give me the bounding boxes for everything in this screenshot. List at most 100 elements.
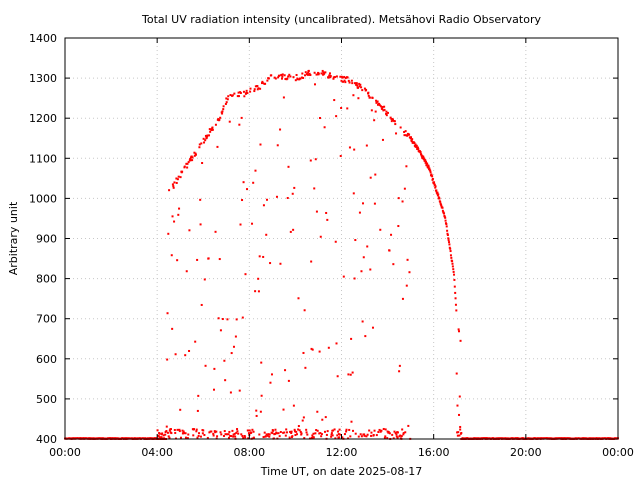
data-point <box>305 428 308 431</box>
data-point <box>414 143 417 146</box>
data-point <box>418 150 421 153</box>
data-point <box>235 431 238 434</box>
data-point <box>381 106 384 109</box>
data-point <box>347 79 350 82</box>
data-point <box>377 431 380 434</box>
data-point <box>328 72 331 75</box>
data-point <box>416 147 419 150</box>
data-point <box>273 76 276 79</box>
data-point <box>229 391 232 394</box>
data-point <box>348 81 351 84</box>
data-point <box>184 354 187 357</box>
data-point <box>259 87 262 90</box>
data-point <box>388 432 391 435</box>
data-point <box>266 434 269 437</box>
data-point <box>285 428 288 431</box>
data-point <box>404 130 407 133</box>
data-point <box>252 430 255 433</box>
data-point <box>179 436 182 439</box>
data-point <box>386 437 389 440</box>
data-point <box>349 435 352 438</box>
data-point <box>329 76 332 79</box>
data-point <box>373 429 376 432</box>
data-point <box>314 83 317 86</box>
data-point <box>179 176 182 179</box>
data-point <box>268 435 271 438</box>
data-point <box>213 388 216 391</box>
x-tick-label: 04:00 <box>141 446 173 459</box>
data-point <box>353 148 356 151</box>
data-point <box>174 431 177 434</box>
data-point <box>453 273 456 276</box>
data-point <box>188 349 191 352</box>
data-point <box>260 394 263 397</box>
data-point <box>320 435 323 438</box>
data-point <box>269 262 272 265</box>
data-point <box>352 94 355 97</box>
data-point <box>166 431 169 434</box>
data-point <box>168 189 171 192</box>
x-tick-label: 20:00 <box>510 446 542 459</box>
data-point <box>204 139 207 142</box>
data-point <box>379 430 382 433</box>
data-point <box>402 433 405 436</box>
data-point <box>251 222 254 225</box>
data-point <box>316 410 319 413</box>
data-point <box>351 371 354 374</box>
data-point <box>441 206 444 209</box>
data-point <box>210 129 213 132</box>
data-point <box>307 71 310 74</box>
data-point <box>390 233 393 236</box>
data-point <box>255 409 258 412</box>
data-point <box>386 111 389 114</box>
data-point <box>360 270 363 273</box>
y-tick-label: 1000 <box>29 192 57 205</box>
data-point <box>355 83 358 86</box>
data-point <box>262 204 265 207</box>
y-axis-label: Arbitrary unit <box>7 201 20 275</box>
data-point <box>325 433 328 436</box>
data-point <box>419 151 422 154</box>
data-point <box>265 433 268 436</box>
data-point <box>230 435 233 438</box>
data-point <box>404 431 407 434</box>
data-point <box>277 76 280 79</box>
data-point <box>458 434 461 437</box>
data-point <box>426 166 429 169</box>
data-point <box>279 128 282 131</box>
data-point <box>415 145 418 148</box>
data-point <box>260 361 263 364</box>
data-point <box>247 437 250 440</box>
data-point <box>324 416 327 419</box>
data-point <box>334 437 337 440</box>
data-point <box>314 158 317 161</box>
data-point <box>455 309 458 312</box>
data-point <box>178 428 181 431</box>
data-point <box>342 275 345 278</box>
data-point <box>352 192 355 195</box>
data-point <box>399 434 402 437</box>
data-point <box>218 258 221 261</box>
data-point <box>365 88 368 91</box>
data-point <box>288 73 291 76</box>
data-point <box>280 74 283 77</box>
data-point <box>245 89 248 92</box>
data-point <box>387 430 390 433</box>
data-point <box>284 78 287 81</box>
data-point <box>403 134 406 137</box>
data-point <box>301 419 304 422</box>
data-point <box>422 156 425 159</box>
data-point <box>405 165 408 168</box>
data-point <box>300 76 303 79</box>
data-point <box>343 79 346 82</box>
data-point <box>222 434 225 437</box>
data-point <box>302 416 305 419</box>
data-point <box>274 432 277 435</box>
data-point <box>321 69 324 72</box>
data-point <box>193 151 196 154</box>
data-point <box>243 95 246 98</box>
data-point <box>294 434 297 437</box>
data-point <box>226 318 229 321</box>
data-point <box>292 76 295 79</box>
data-point <box>219 329 222 332</box>
